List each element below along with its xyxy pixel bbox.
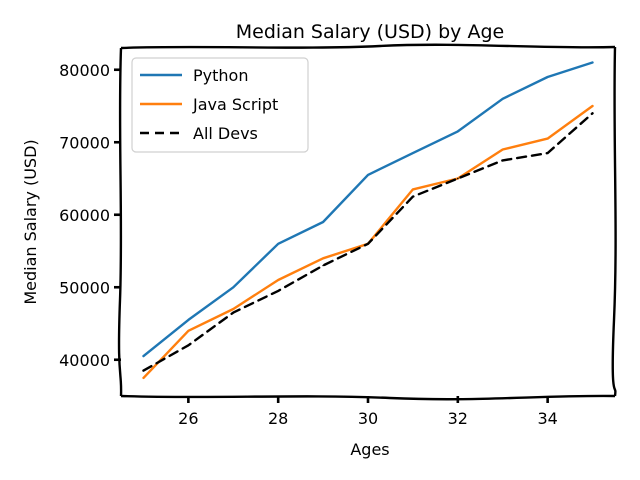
frame-bottom: [120, 394, 616, 401]
data-point-all-devs: [187, 344, 190, 347]
data-point-java-script: [591, 105, 594, 107]
x-tick-label: 28: [268, 409, 288, 428]
data-point-python: [142, 355, 145, 357]
data-point-java-script: [412, 188, 414, 191]
y-axis-ticks: 40000 50000 60000 70000 80000: [59, 61, 121, 370]
data-point-all-devs: [412, 195, 414, 198]
y-tick-label: 60000: [59, 206, 110, 225]
legend-box: [131, 57, 309, 153]
data-point-java-script: [232, 308, 235, 310]
legend-label-java-script: Java Script: [192, 95, 278, 114]
data-point-java-script: [142, 377, 145, 379]
data-point-python: [412, 152, 414, 154]
data-point-java-script: [322, 257, 324, 260]
data-point-python: [591, 61, 594, 64]
legend-label-python: Python: [193, 66, 248, 85]
y-tick-label: 50000: [59, 278, 110, 297]
data-point-python: [277, 243, 280, 245]
frame-right: [611, 46, 617, 397]
frame-top: [120, 43, 616, 50]
data-point-java-script: [187, 330, 190, 332]
series-layer: [142, 61, 594, 380]
x-tick-label: 32: [448, 409, 468, 428]
data-point-all-devs: [591, 112, 594, 115]
data-point-all-devs: [142, 369, 145, 372]
y-tick-label: 80000: [59, 61, 110, 80]
data-point-python: [367, 174, 369, 176]
y-axis-label: Median Salary (USD): [21, 139, 40, 304]
data-point-python: [457, 130, 459, 133]
data-point-python: [322, 221, 324, 223]
data-point-all-devs: [501, 159, 504, 162]
y-tick-label: 40000: [59, 351, 110, 370]
data-point-all-devs: [277, 290, 280, 292]
frame-left: [117, 47, 123, 397]
data-point-all-devs: [457, 177, 459, 180]
data-point-python: [232, 286, 235, 289]
x-axis-label: Ages: [350, 440, 389, 459]
x-tick-label: 34: [537, 409, 557, 428]
y-tick-label: 70000: [59, 133, 110, 152]
legend: Python Java Script All Devs: [131, 57, 309, 153]
data-point-all-devs: [322, 264, 324, 267]
x-axis-ticks: 26 28 30 32 34: [178, 396, 558, 428]
plot-frame: [117, 43, 617, 401]
data-point-java-script: [501, 148, 504, 151]
x-tick-label: 26: [178, 409, 198, 428]
chart-title: Median Salary (USD) by Age: [236, 21, 504, 43]
data-point-python: [187, 319, 190, 321]
data-point-all-devs: [546, 152, 549, 154]
x-tick-label: 30: [358, 409, 378, 428]
data-point-python: [501, 98, 504, 100]
data-point-java-script: [546, 137, 549, 140]
data-point-python: [546, 76, 549, 78]
legend-label-all-devs: All Devs: [193, 124, 258, 143]
data-point-all-devs: [367, 243, 369, 245]
data-point-java-script: [277, 279, 280, 281]
data-point-all-devs: [232, 311, 235, 314]
